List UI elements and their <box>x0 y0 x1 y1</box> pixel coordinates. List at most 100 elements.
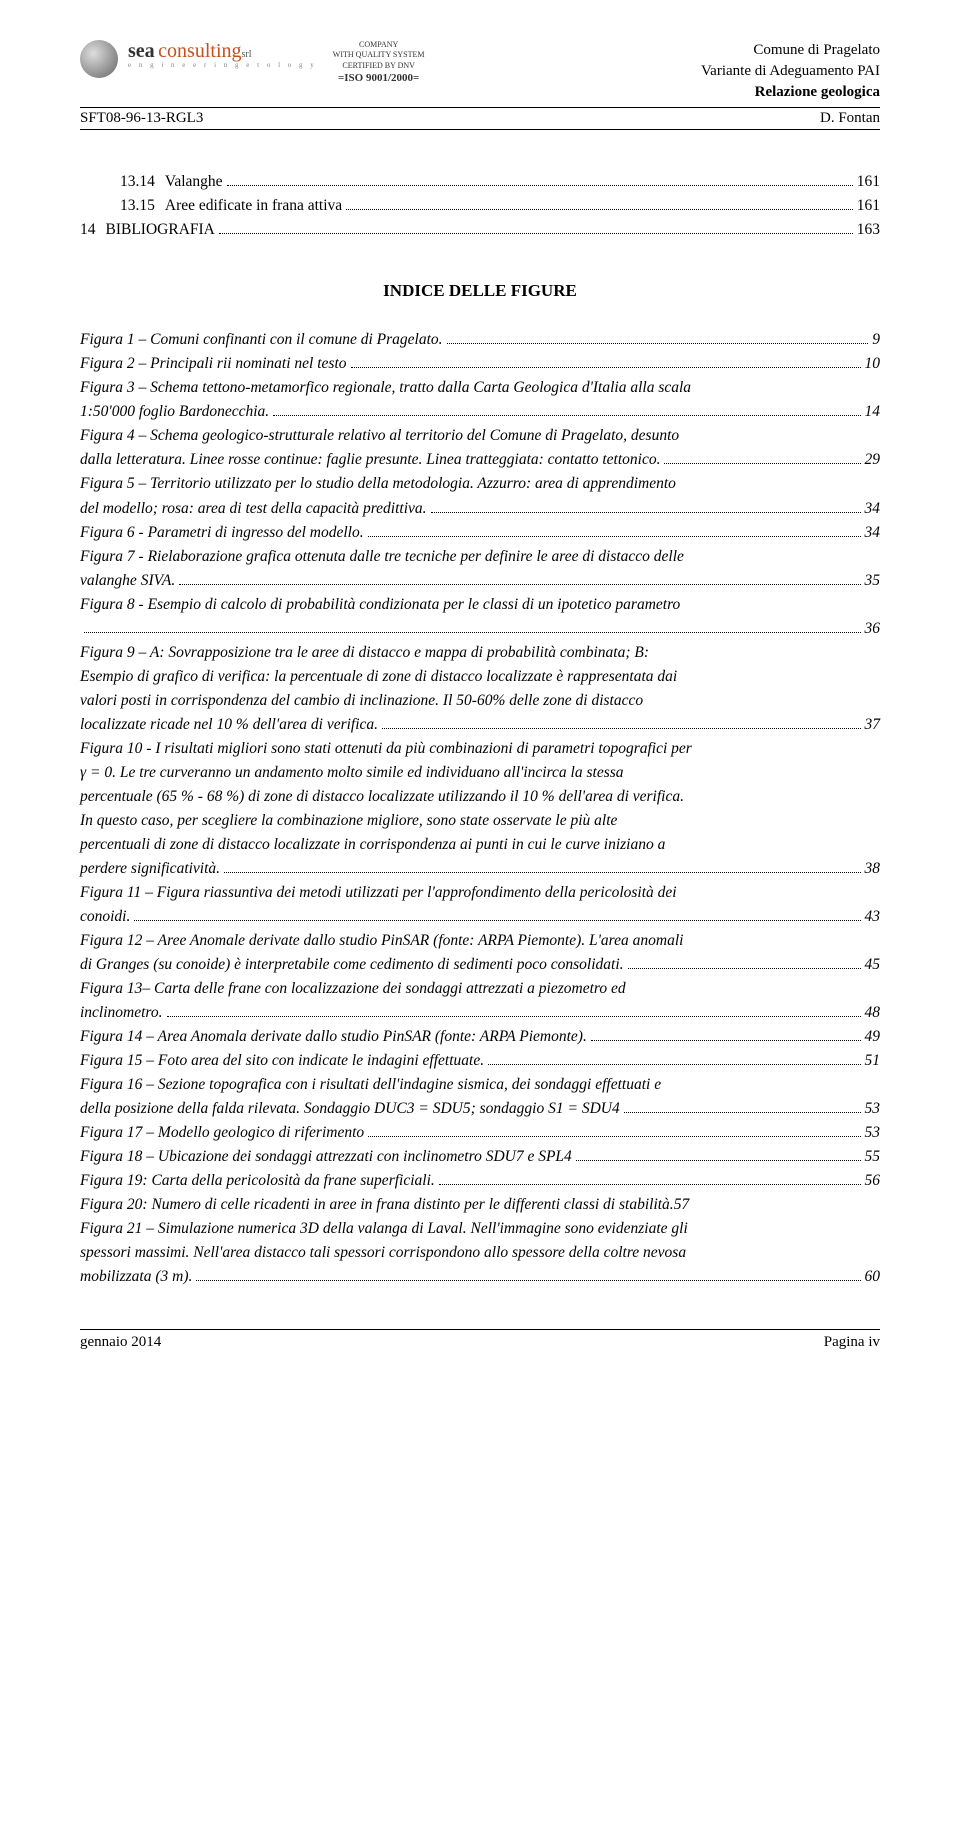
figure-dots <box>167 1016 861 1017</box>
figure-entry-lastline: Figura 1 – Comuni confinanti con il comu… <box>80 328 880 352</box>
figure-dots <box>224 872 860 873</box>
logo-srl: srl <box>242 49 252 60</box>
figure-entry-text: Figura 21 – Simulazione numerica 3D dell… <box>80 1217 880 1241</box>
figure-entry-lastline: conoidi.43 <box>80 905 880 929</box>
footer-date: gennaio 2014 <box>80 1334 161 1351</box>
toc-page: 161 <box>857 194 880 218</box>
figure-entry-text: Figura 15 – Foto area del sito con indic… <box>80 1049 484 1073</box>
toc-line: 13.15Aree edificate in frana attiva161 <box>120 194 880 218</box>
figure-page: 55 <box>865 1145 881 1169</box>
figure-entry-text: Figura 3 – Schema tettono-metamorfico re… <box>80 376 880 400</box>
figure-dots <box>628 968 861 969</box>
toc-number: 13.15 <box>120 194 155 218</box>
figure-entry-text: Figura 11 – Figura riassuntiva dei metod… <box>80 881 880 905</box>
figure-entry-lastline: di Granges (su conoide) è interpretabile… <box>80 953 880 977</box>
divider <box>80 107 880 108</box>
figure-dots <box>439 1184 861 1185</box>
figure-entry-lastline: valanghe SIVA. 35 <box>80 569 880 593</box>
figure-entry-lastline: Figura 14 – Area Anomala derivate dallo … <box>80 1025 880 1049</box>
figure-page: 49 <box>865 1025 881 1049</box>
header-doc: Variante di Adeguamento PAI <box>701 61 880 82</box>
figure-entry-text: In questo caso, per scegliere la combina… <box>80 809 880 833</box>
figure-entry-lastline: Figura 19: Carta della pericolosità da f… <box>80 1169 880 1193</box>
figure-entry-text: mobilizzata (3 m). <box>80 1265 192 1289</box>
header-right: Comune di Pragelato Variante di Adeguame… <box>701 40 880 103</box>
figure-entry-text: Figura 13– Carta delle frane con localiz… <box>80 977 880 1001</box>
toc-text: Valanghe <box>165 170 223 194</box>
toc-number: 13.14 <box>120 170 155 194</box>
figure-entry-lastline: inclinometro. 48 <box>80 1001 880 1025</box>
figure-page: 48 <box>865 1001 881 1025</box>
divider <box>80 129 880 130</box>
header-left: sea consultingsrl e n g i n e e r i n g … <box>80 40 431 85</box>
figure-entry-text: della posizione della falda rilevata. So… <box>80 1097 620 1121</box>
logo-text: sea consultingsrl e n g i n e e r i n g … <box>128 40 317 70</box>
figure-page: 56 <box>865 1169 881 1193</box>
toc-line: 14BIBLIOGRAFIA163 <box>80 218 880 242</box>
logo-subtitle: e n g i n e e r i n g e t o l o g y <box>128 62 317 70</box>
toc-text: BIBLIOGRAFIA <box>106 218 215 242</box>
figure-dots <box>84 632 861 633</box>
toc-continuation: 13.14 Valanghe 16113.15Aree edificate in f… <box>80 170 880 242</box>
figure-dots <box>368 536 861 537</box>
figure-entry-text: Figura 10 - I risultati migliori sono st… <box>80 737 880 761</box>
figure-entry-lastline: Figura 18 – Ubicazione dei sondaggi attr… <box>80 1145 880 1169</box>
figure-entry-text: percentuali di zone di distacco localizz… <box>80 833 880 857</box>
cert-line: CERTIFIED BY DNV <box>333 61 425 71</box>
figure-entry-lastline: Figura 20: Numero di celle ricadenti in … <box>80 1193 880 1217</box>
figure-entry-text: Esempio di grafico di verifica: la perce… <box>80 665 880 689</box>
toc-dots <box>346 209 853 210</box>
figure-entry-text: percentuale (65 % - 68 %) di zone di dis… <box>80 785 880 809</box>
figure-entry-text: Figura 14 – Area Anomala derivate dallo … <box>80 1025 587 1049</box>
figure-page: 53 <box>865 1097 881 1121</box>
figure-page: 57 <box>674 1193 690 1217</box>
figure-dots <box>134 920 860 921</box>
logo-consulting: consulting <box>158 40 241 62</box>
figure-dots <box>576 1160 861 1161</box>
figure-entry-lastline: localizzate ricade nel 10 % dell'area di… <box>80 713 880 737</box>
figure-entry-text: Figura 8 - Esempio di calcolo di probabi… <box>80 593 880 617</box>
figure-entry-text: Figura 12 – Aree Anomale derivate dallo … <box>80 929 880 953</box>
logo-sea: sea <box>128 40 155 62</box>
figure-entry-text: valanghe SIVA. <box>80 569 175 593</box>
figure-entry-lastline: Figura 15 – Foto area del sito con indic… <box>80 1049 880 1073</box>
figure-dots <box>488 1064 860 1065</box>
figure-page: 37 <box>865 713 881 737</box>
figure-dots <box>591 1040 861 1041</box>
cert-line: COMPANY <box>333 40 425 50</box>
footer: gennaio 2014 Pagina iv <box>80 1329 880 1351</box>
figure-entry-text: spessori massimi. Nell'area distacco tal… <box>80 1241 880 1265</box>
figure-entry-text: di Granges (su conoide) è interpretabile… <box>80 953 624 977</box>
figure-entry-text: Figura 2 – Principali rii nominati nel t… <box>80 352 347 376</box>
figure-entry-lastline: Figura 17 – Modello geologico di riferim… <box>80 1121 880 1145</box>
figure-entry-text: dalla letteratura. Linee rosse continue:… <box>80 448 660 472</box>
figure-dots <box>664 463 860 464</box>
figure-entry-text: Figura 9 – A: Sovrapposizione tra le are… <box>80 641 880 665</box>
figure-entry-lastline: Figura 6 - Parametri di ingresso del mod… <box>80 521 880 545</box>
cert-line: WITH QUALITY SYSTEM <box>333 50 425 60</box>
figure-entry-text: Figura 1 – Comuni confinanti con il comu… <box>80 328 443 352</box>
figure-page: 9 <box>872 328 880 352</box>
figure-dots <box>382 728 860 729</box>
footer-page: Pagina iv <box>824 1334 880 1351</box>
figure-dots <box>179 584 860 585</box>
figure-dots <box>447 343 869 344</box>
logo-icon <box>80 40 118 78</box>
figure-page: 35 <box>865 569 881 593</box>
subheader: SFT08-96-13-RGL3 D. Fontan <box>80 110 880 127</box>
toc-line: 13.14Valanghe161 <box>120 170 880 194</box>
figure-entry-lastline: 1:50'000 foglio Bardonecchia.14 <box>80 400 880 424</box>
doc-author: D. Fontan <box>820 110 880 127</box>
figure-entry-lastline: dalla letteratura. Linee rosse continue:… <box>80 448 880 472</box>
toc-number: 14 <box>80 218 96 242</box>
figure-page: 51 <box>865 1049 881 1073</box>
figure-page: 29 <box>865 448 881 472</box>
figure-entry-text: Figura 17 – Modello geologico di riferim… <box>80 1121 364 1145</box>
figure-entry-lastline: mobilizzata (3 m).60 <box>80 1265 880 1289</box>
figure-entry-text: Figura 18 – Ubicazione dei sondaggi attr… <box>80 1145 572 1169</box>
header-org: Comune di Pragelato <box>701 40 880 61</box>
figure-page: 36 <box>865 617 881 641</box>
figure-entry-text: inclinometro. <box>80 1001 163 1025</box>
figure-page: 34 <box>865 521 881 545</box>
figures-list: Figura 1 – Comuni confinanti con il comu… <box>80 328 880 1289</box>
